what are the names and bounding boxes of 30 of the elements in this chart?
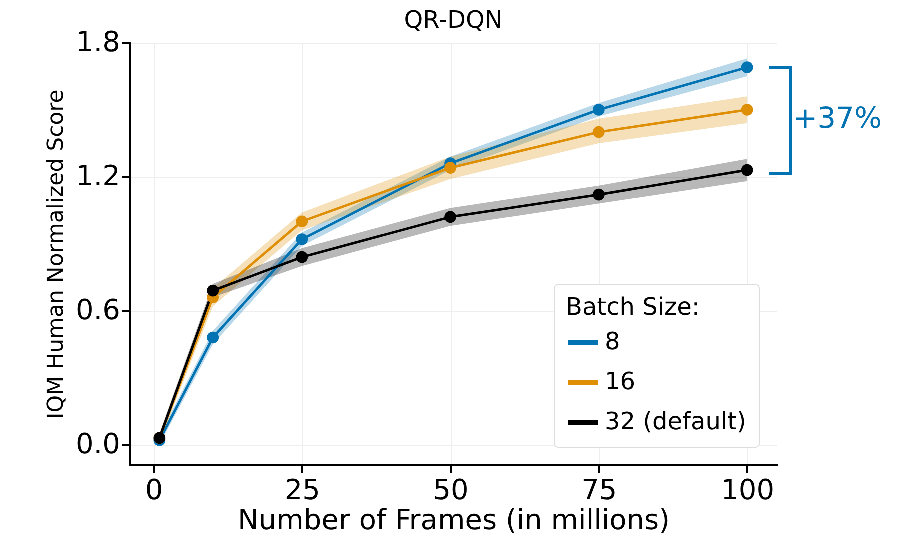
legend-label: 8: [605, 328, 620, 356]
chart-title: QR-DQN: [404, 6, 503, 34]
point: [296, 251, 308, 264]
x-tick-label: 75: [582, 474, 618, 506]
point: [296, 216, 308, 228]
point: [444, 162, 456, 174]
point: [207, 332, 220, 344]
text: +37%: [793, 100, 882, 137]
x-tick-label: 100: [721, 474, 775, 506]
point: [741, 164, 754, 176]
legend-label: 16: [605, 368, 636, 396]
point: [207, 284, 220, 297]
point: [444, 211, 456, 224]
point: [593, 104, 605, 116]
point: [593, 126, 605, 138]
y-tick-label: 0.6: [76, 293, 120, 326]
y-axis-title: IQM Human Normalized Score: [44, 90, 69, 420]
legend-label: 32 (default): [605, 408, 746, 436]
y-tick-label: 1.8: [76, 26, 120, 58]
point: [741, 104, 754, 116]
y-tick-label: 1.2: [76, 159, 120, 192]
point: [296, 234, 308, 246]
x-tick-label: 50: [433, 474, 469, 506]
x-tick-label: 0: [145, 474, 164, 506]
point: [741, 62, 754, 74]
x-axis-title: Number of Frames (in millions): [238, 504, 670, 536]
y-tick-label: 0.0: [76, 427, 120, 460]
legend-title: Batch Size:: [566, 293, 700, 321]
point: [593, 188, 605, 201]
x-tick-label: 25: [284, 474, 320, 506]
